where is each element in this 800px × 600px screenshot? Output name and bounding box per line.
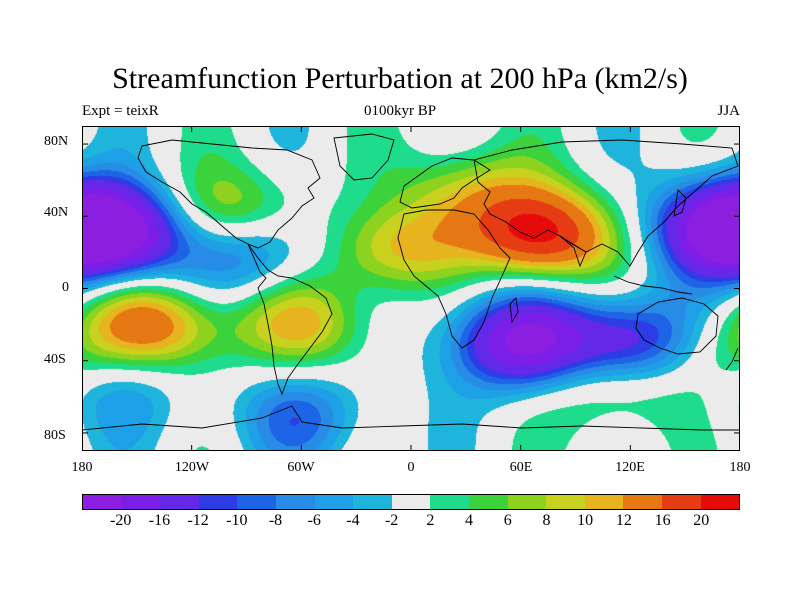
colorbar-level-label: 10 (577, 512, 594, 529)
colorbar-level-label: -4 (346, 512, 360, 529)
lon-label-180e: 180 (729, 460, 751, 475)
colorbar-level-label: -10 (226, 512, 248, 529)
colorbar-level-label: 6 (503, 512, 512, 529)
colorbar-swatch (198, 495, 238, 509)
colorbar-swatch (700, 495, 740, 509)
axis-ticks (82, 126, 740, 451)
colorbar-swatch (507, 495, 547, 509)
colorbar-swatch (353, 495, 392, 509)
colorbar-level-label: -6 (307, 512, 321, 529)
colorbar-swatch (661, 495, 701, 509)
colorbar-swatch (623, 495, 662, 509)
colorbar-swatch (546, 495, 585, 509)
colorbar-swatch (83, 495, 122, 509)
colorbar (82, 494, 740, 510)
colorbar-level-label: 4 (465, 512, 474, 529)
lon-label-60w: 60W (287, 460, 315, 475)
colorbar-swatch (121, 495, 161, 509)
experiment-label: Expt = teixR (82, 103, 159, 119)
streamfunction-map (82, 126, 740, 451)
colorbar-swatch (275, 495, 315, 509)
lon-label-60e: 60E (509, 460, 533, 475)
lon-label-0: 0 (407, 460, 415, 475)
lon-label-180w: 180 (71, 460, 93, 475)
colorbar-level-label: -2 (384, 512, 399, 529)
lon-label-120e: 120E (615, 460, 645, 475)
colorbar-level-label: -8 (268, 512, 283, 529)
lat-label-40s: 40S (44, 352, 66, 367)
colorbar-swatch (237, 495, 276, 509)
season-label: JJA (717, 103, 740, 119)
colorbar-level-label: 8 (542, 512, 551, 529)
colorbar-swatch (468, 495, 508, 509)
lon-label-120w: 120W (174, 460, 210, 475)
colorbar-swatch (584, 495, 624, 509)
lat-label-0: 0 (62, 280, 69, 295)
colorbar-level-label: -20 (110, 512, 132, 529)
colorbar-level-label: 2 (426, 512, 435, 529)
colorbar-level-label: -16 (148, 512, 171, 529)
coastlines (82, 133, 740, 431)
lat-label-80n: 80N (44, 134, 69, 149)
colorbar-level-label: -12 (187, 512, 209, 529)
colorbar-swatch (314, 495, 354, 509)
plot-title: Streamfunction Perturbation at 200 hPa (… (112, 62, 688, 95)
lat-label-80s: 80S (44, 428, 66, 443)
colorbar-level-label: 20 (693, 512, 710, 529)
colorbar-swatch (391, 495, 431, 509)
contour-field (82, 126, 740, 451)
colorbar-swatch (430, 495, 469, 509)
colorbar-level-label: 16 (654, 512, 671, 529)
colorbar-level-label: 12 (615, 512, 632, 529)
colorbar-swatch (160, 495, 199, 509)
time-label: 0100kyr BP (363, 103, 437, 119)
lat-label-40n: 40N (44, 205, 69, 220)
